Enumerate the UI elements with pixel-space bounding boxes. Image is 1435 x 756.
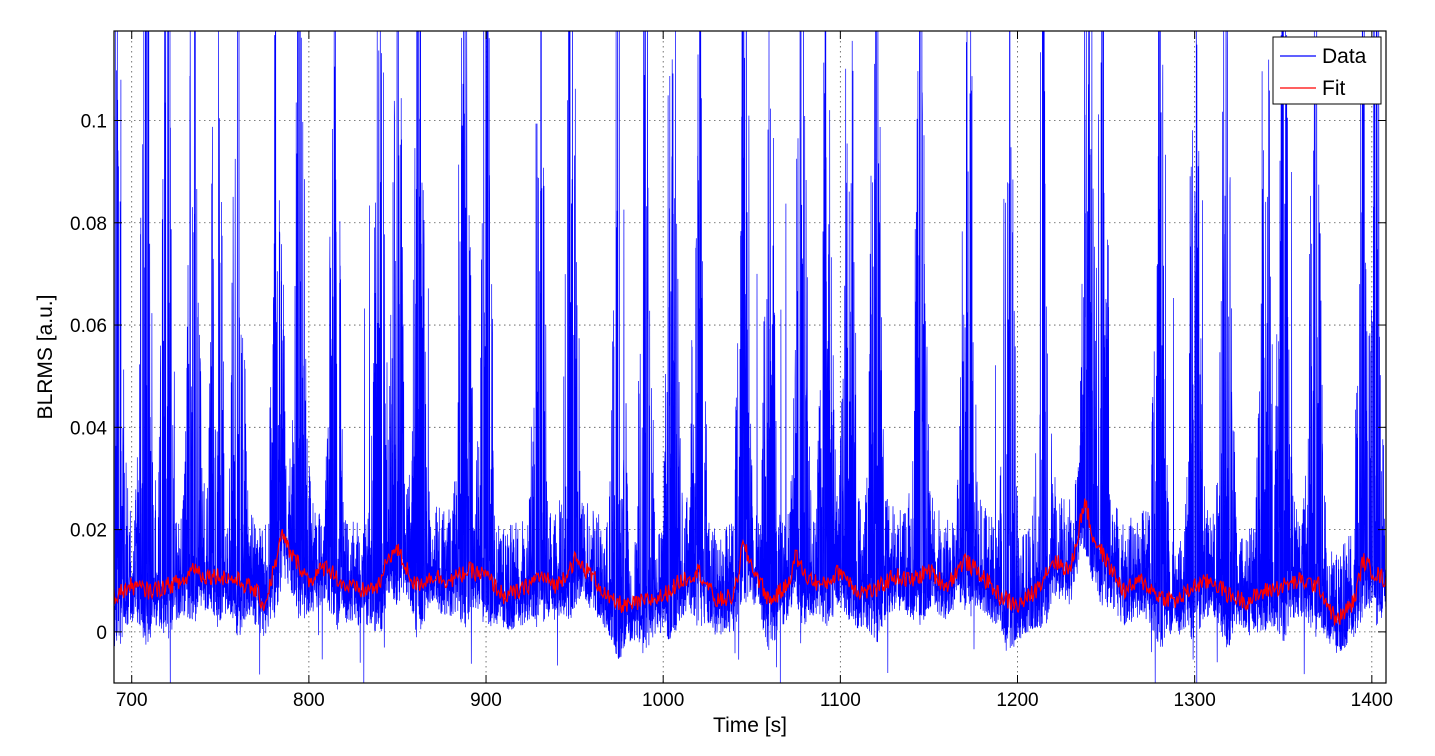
x-axis-label: Time [s]	[713, 714, 787, 737]
axis-ticks: 700 800 900 1000 1100 1200 1300 1400 0 0.02 0.04 0.…	[70, 31, 1393, 711]
x-tick-label: 1200	[996, 690, 1038, 711]
data-series-line	[114, 31, 1386, 683]
y-tick-label: 0.08	[70, 214, 107, 235]
plot-frame	[113, 30, 1387, 684]
legend-data-label: Data	[1322, 45, 1367, 68]
legend: Data Fit	[1272, 36, 1382, 105]
y-tick-label: 0.02	[70, 521, 107, 542]
x-tick-label: 1300	[1174, 690, 1216, 711]
y-tick-label: 0	[96, 623, 107, 644]
y-tick-label: 0.04	[70, 418, 107, 439]
legend-fit-label: Fit	[1322, 77, 1345, 100]
x-tick-label: 900	[470, 690, 502, 711]
legend-box	[1272, 36, 1382, 105]
y-tick-label: 0.1	[81, 111, 107, 132]
x-tick-label: 1100	[820, 690, 861, 711]
y-tick-label: 0.06	[70, 316, 107, 337]
series-data	[114, 31, 1386, 683]
x-tick-label: 700	[116, 690, 148, 711]
x-tick-label: 1000	[642, 690, 684, 711]
series-fit	[114, 498, 1386, 626]
x-tick-label: 1400	[1351, 690, 1393, 711]
fit-series-line	[114, 498, 1386, 626]
y-axis-label: BLRMS [a.u.]	[34, 295, 57, 420]
x-tick-label: 800	[293, 690, 325, 711]
